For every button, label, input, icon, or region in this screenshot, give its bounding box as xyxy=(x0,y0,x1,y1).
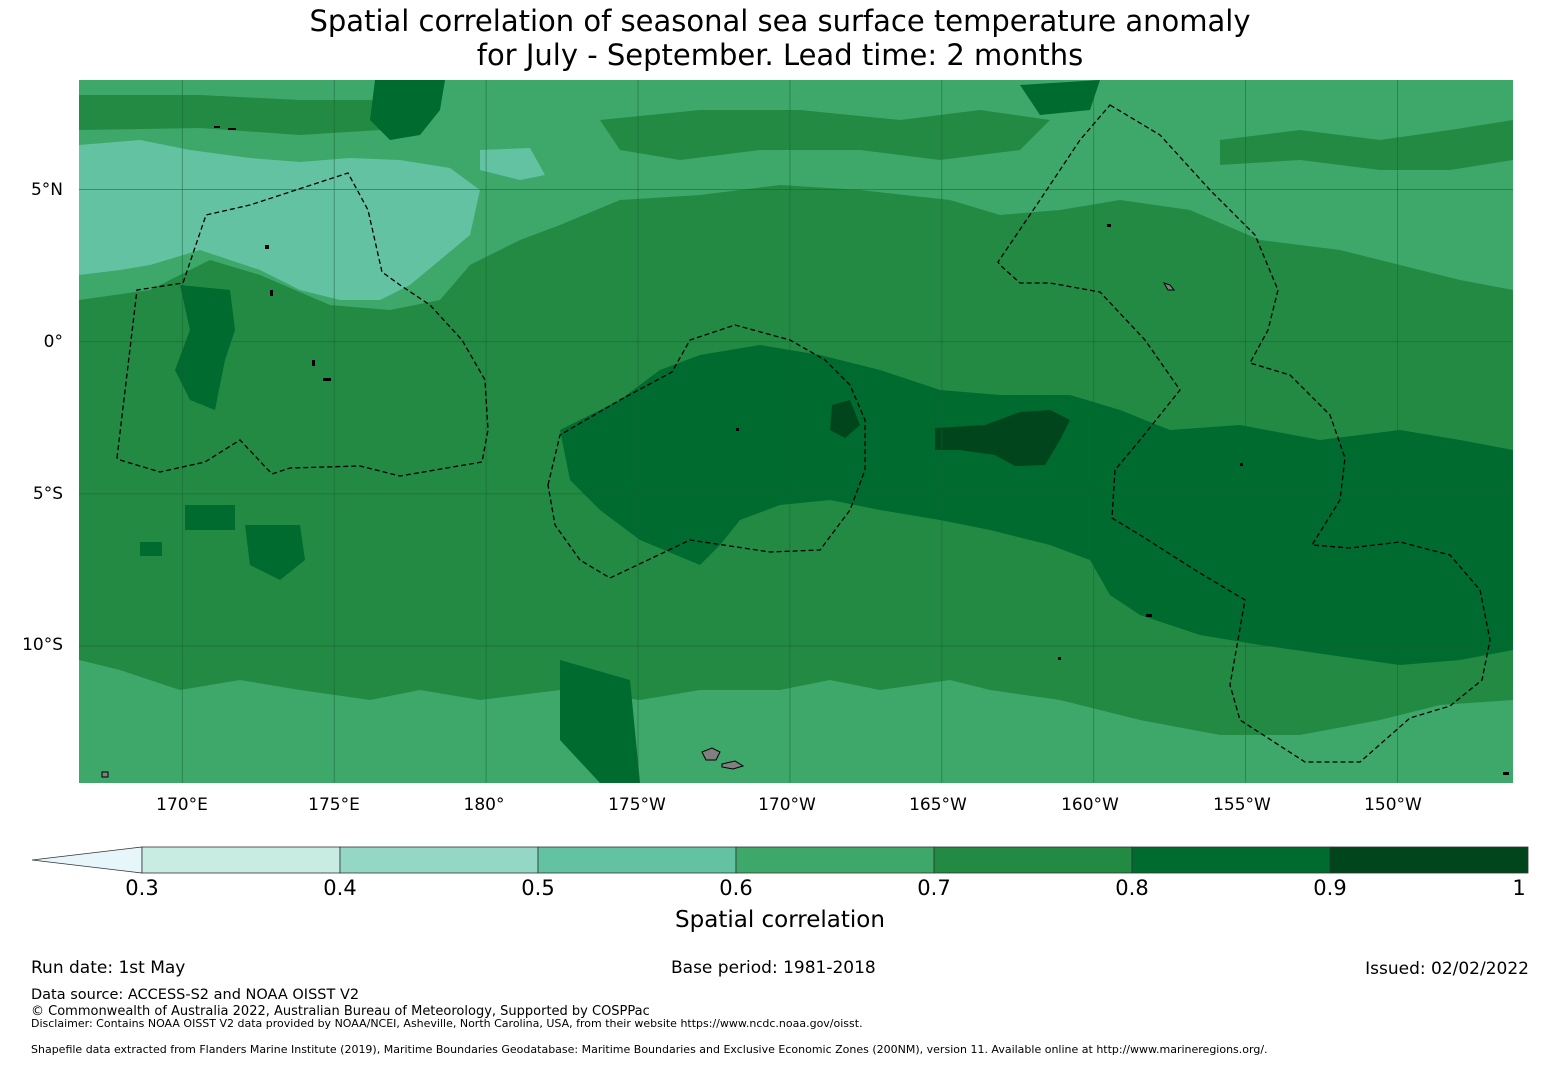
colorbar-tick-0.8: 0.8 xyxy=(1115,876,1149,900)
island-kiribati-christmas xyxy=(1162,282,1176,291)
atoll-line-1 xyxy=(1107,224,1111,227)
data-source: Data source: ACCESS-S2 and NOAA OISST V2 xyxy=(31,987,360,1003)
map-panel xyxy=(79,80,1513,783)
atolls xyxy=(214,126,1509,775)
eez-boundaries xyxy=(116,104,1491,763)
base-period: Base period: 1981-2018 xyxy=(671,958,876,978)
lat-tick-10S: 10°S xyxy=(22,635,63,655)
atoll-cook-2 xyxy=(1058,657,1061,660)
colorbar xyxy=(31,846,1529,874)
lon-tick-170W: 170°W xyxy=(758,795,816,815)
atoll-marshall-2 xyxy=(228,128,236,130)
lon-tick-155W: 155°W xyxy=(1213,795,1271,815)
colorbar-segment-1 xyxy=(339,846,539,874)
colorbar-tick-0.9: 0.9 xyxy=(1313,876,1347,900)
region-corr-0.5-0.6 xyxy=(79,140,545,300)
chart-title-line-2: for July - September. Lead time: 2 month… xyxy=(476,38,1084,72)
atoll-line-2 xyxy=(1240,463,1243,466)
colorbar-under-extension xyxy=(31,846,143,874)
lat-tick-5N: 5°N xyxy=(30,180,63,200)
chart-title-line-1: Spatial correlation of seasonal sea surf… xyxy=(309,4,1251,38)
colorbar-segment-3 xyxy=(735,846,935,874)
island-samoa-upolu xyxy=(701,747,721,761)
lon-tick-175W: 175°W xyxy=(608,795,666,815)
region-corr-0.9-1.0 xyxy=(830,400,1070,466)
islands xyxy=(101,282,1176,778)
colorbar-tick-0.4: 0.4 xyxy=(323,876,357,900)
lat-tick-5S: 5°S xyxy=(32,484,63,504)
colorbar-tick-0.5: 0.5 xyxy=(521,876,555,900)
colorbar-segment-2 xyxy=(537,846,737,874)
lon-tick-170E: 170°E xyxy=(156,795,208,815)
lon-tick-160W: 160°W xyxy=(1061,795,1119,815)
atoll-cook-1 xyxy=(1146,614,1152,617)
shapefile-credit: Shapefile data extracted from Flanders M… xyxy=(31,1043,1268,1056)
colorbar-segment-0 xyxy=(141,846,341,874)
island-wallis xyxy=(101,771,109,778)
atoll-gilbert-1 xyxy=(265,245,269,249)
issued-date: Issued: 02/02/2022 xyxy=(1365,959,1529,979)
copyright: © Commonwealth of Australia 2022, Austra… xyxy=(31,1004,650,1019)
atoll-gilbert-3 xyxy=(312,360,315,366)
colorbar-tick-1: 1 xyxy=(1512,876,1526,900)
colorbar-tick-0.7: 0.7 xyxy=(917,876,951,900)
run-date: Run date: 1st May xyxy=(31,958,186,978)
atoll-gilbert-4 xyxy=(323,378,331,381)
disclaimer: Disclaimer: Contains NOAA OISST V2 data … xyxy=(31,1017,863,1030)
atoll-phoenix xyxy=(736,428,739,431)
eez-boundary-west xyxy=(116,172,489,477)
colorbar-label: Spatial correlation xyxy=(675,907,885,933)
colorbar-segment-6 xyxy=(1329,846,1529,874)
lon-tick-165W: 165°W xyxy=(909,795,967,815)
lon-tick-150W: 150°W xyxy=(1364,795,1422,815)
lat-tick-0: 0° xyxy=(43,332,63,352)
island-samoa-savaii xyxy=(721,760,745,770)
atoll-gilbert-2 xyxy=(270,290,273,296)
lon-tick-175E: 175°E xyxy=(308,795,360,815)
colorbar-tick-0.6: 0.6 xyxy=(719,876,753,900)
atoll-marshall-1 xyxy=(214,126,220,128)
colorbar-segment-5 xyxy=(1131,846,1331,874)
colorbar-tick-0.3: 0.3 xyxy=(125,876,159,900)
atoll-marquesas xyxy=(1503,772,1509,775)
eez-boundary-central xyxy=(547,324,866,579)
gridlines xyxy=(79,80,1513,783)
eez-boundary-east xyxy=(997,104,1491,763)
lon-tick-180: 180° xyxy=(463,795,505,815)
colorbar-segment-4 xyxy=(933,846,1133,874)
region-corr-0.8-0.9 xyxy=(140,80,1513,783)
